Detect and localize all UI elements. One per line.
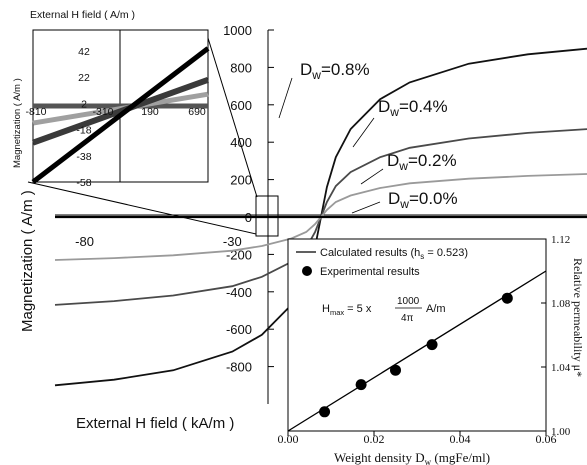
main-y-tick-label: -800	[226, 360, 252, 375]
perm-plot-area	[287, 238, 547, 432]
experimental-point	[390, 364, 401, 376]
perm-x-ticks: 0.00 0.02 0.04 0.06	[278, 431, 557, 446]
zoom-box	[255, 195, 279, 237]
legend-experimental: Experimental results	[320, 266, 420, 278]
legend-dot-marker	[302, 266, 312, 276]
zoom-connector-bottom	[27, 181, 257, 235]
experimental-point	[355, 379, 367, 391]
hmax-formula: Hmax = 5 x 1000 4π A/m	[322, 296, 446, 324]
main-y-tick-label: 600	[230, 98, 252, 113]
main-series-labels: Dw=0.8% Dw=0.4% Dw=0.2% Dw=0.0%	[278, 60, 458, 214]
inset-y-tick-label: 42	[78, 46, 90, 58]
inset-y-tick-label: -38	[76, 151, 91, 163]
svg-text:1000: 1000	[397, 296, 420, 307]
experimental-point	[501, 292, 513, 304]
inset-y-tick-label: 2	[81, 98, 87, 110]
perm-x-tick-label: 0.02	[364, 432, 385, 446]
main-x-ticks: -80 -30	[75, 234, 242, 249]
inset-series-line	[31, 46, 210, 184]
perm-x-tick-label: 0.06	[536, 432, 557, 446]
series-label: Dw=0.8%	[300, 60, 370, 82]
experimental-point	[319, 406, 331, 418]
inset-series-line	[31, 76, 210, 146]
main-x-tick-label: -30	[223, 234, 242, 249]
inset-series	[31, 46, 210, 184]
inset-x-tick-label: 690	[188, 106, 206, 118]
perm-x-tick-label: 0.00	[278, 432, 299, 446]
main-y-tick-label: -400	[226, 285, 252, 300]
series-label: Dw=0.4%	[378, 97, 448, 119]
inset-title: External H field ( A/m )	[30, 9, 135, 21]
series-label: Dw=0.2%	[387, 151, 457, 173]
series-label-leader	[352, 117, 375, 148]
inset-x-tick-label: 190	[141, 106, 159, 118]
series-label-leader	[278, 77, 293, 119]
perm-y-tick-label: 1.00	[551, 426, 571, 438]
inset-x-tick-label: -310	[92, 106, 113, 118]
svg-text:Hmax = 5 x: Hmax = 5 x	[322, 303, 372, 317]
main-series	[54, 47, 587, 387]
main-y-tick-label: 1000	[223, 23, 252, 38]
main-y-label: Magnetization ( A/m )	[19, 190, 36, 332]
legend-calculated: Calculated results (hs = 0.523)	[320, 247, 468, 261]
main-y-tick-label: 400	[230, 135, 252, 150]
main-x-label: External H field ( kA/m )	[76, 415, 234, 432]
inset-y-tick-label: 22	[78, 72, 90, 84]
inset-y-tick-label: -58	[76, 177, 91, 189]
perm-x-tick-label: 0.04	[450, 432, 471, 446]
main-x-tick-label: -80	[75, 234, 94, 249]
inset-y-label: Magnetization ( A/m )	[12, 78, 23, 168]
perm-y-label: Relative permeability μ*	[571, 258, 585, 377]
main-y-tick-label: -600	[226, 322, 252, 337]
inset-x-ticks: -810 -310 190 690	[25, 106, 205, 118]
perm-x-label: Weight density Dw (mgFe/ml)	[334, 450, 490, 465]
perm-marks	[287, 270, 547, 432]
series-label: Dw=0.0%	[388, 189, 458, 211]
main-y-tick-label: 800	[230, 60, 252, 75]
svg-text:4π: 4π	[401, 313, 414, 324]
perm-y-ticks: 1.00 1.04 1.08 1.12	[541, 234, 571, 438]
experimental-point	[426, 339, 438, 351]
main-y-tick-label: 200	[230, 173, 252, 188]
series-label-leader	[360, 168, 384, 185]
perm-y-tick-label: 1.08	[551, 298, 571, 310]
perm-y-tick-label: 1.12	[551, 234, 570, 246]
inset-y-tick-label: -18	[76, 125, 91, 137]
inset-x-tick-label: -810	[25, 106, 46, 118]
zoom-connector-top	[207, 37, 258, 198]
svg-text:A/m: A/m	[426, 303, 446, 315]
permeability-chart: 0.00 0.02 0.04 0.06 1.00 1.04 1.08 1.12 Calcul…	[278, 234, 586, 465]
perm-y-tick-label: 1.04	[551, 362, 571, 374]
series-label-leader	[351, 201, 381, 214]
